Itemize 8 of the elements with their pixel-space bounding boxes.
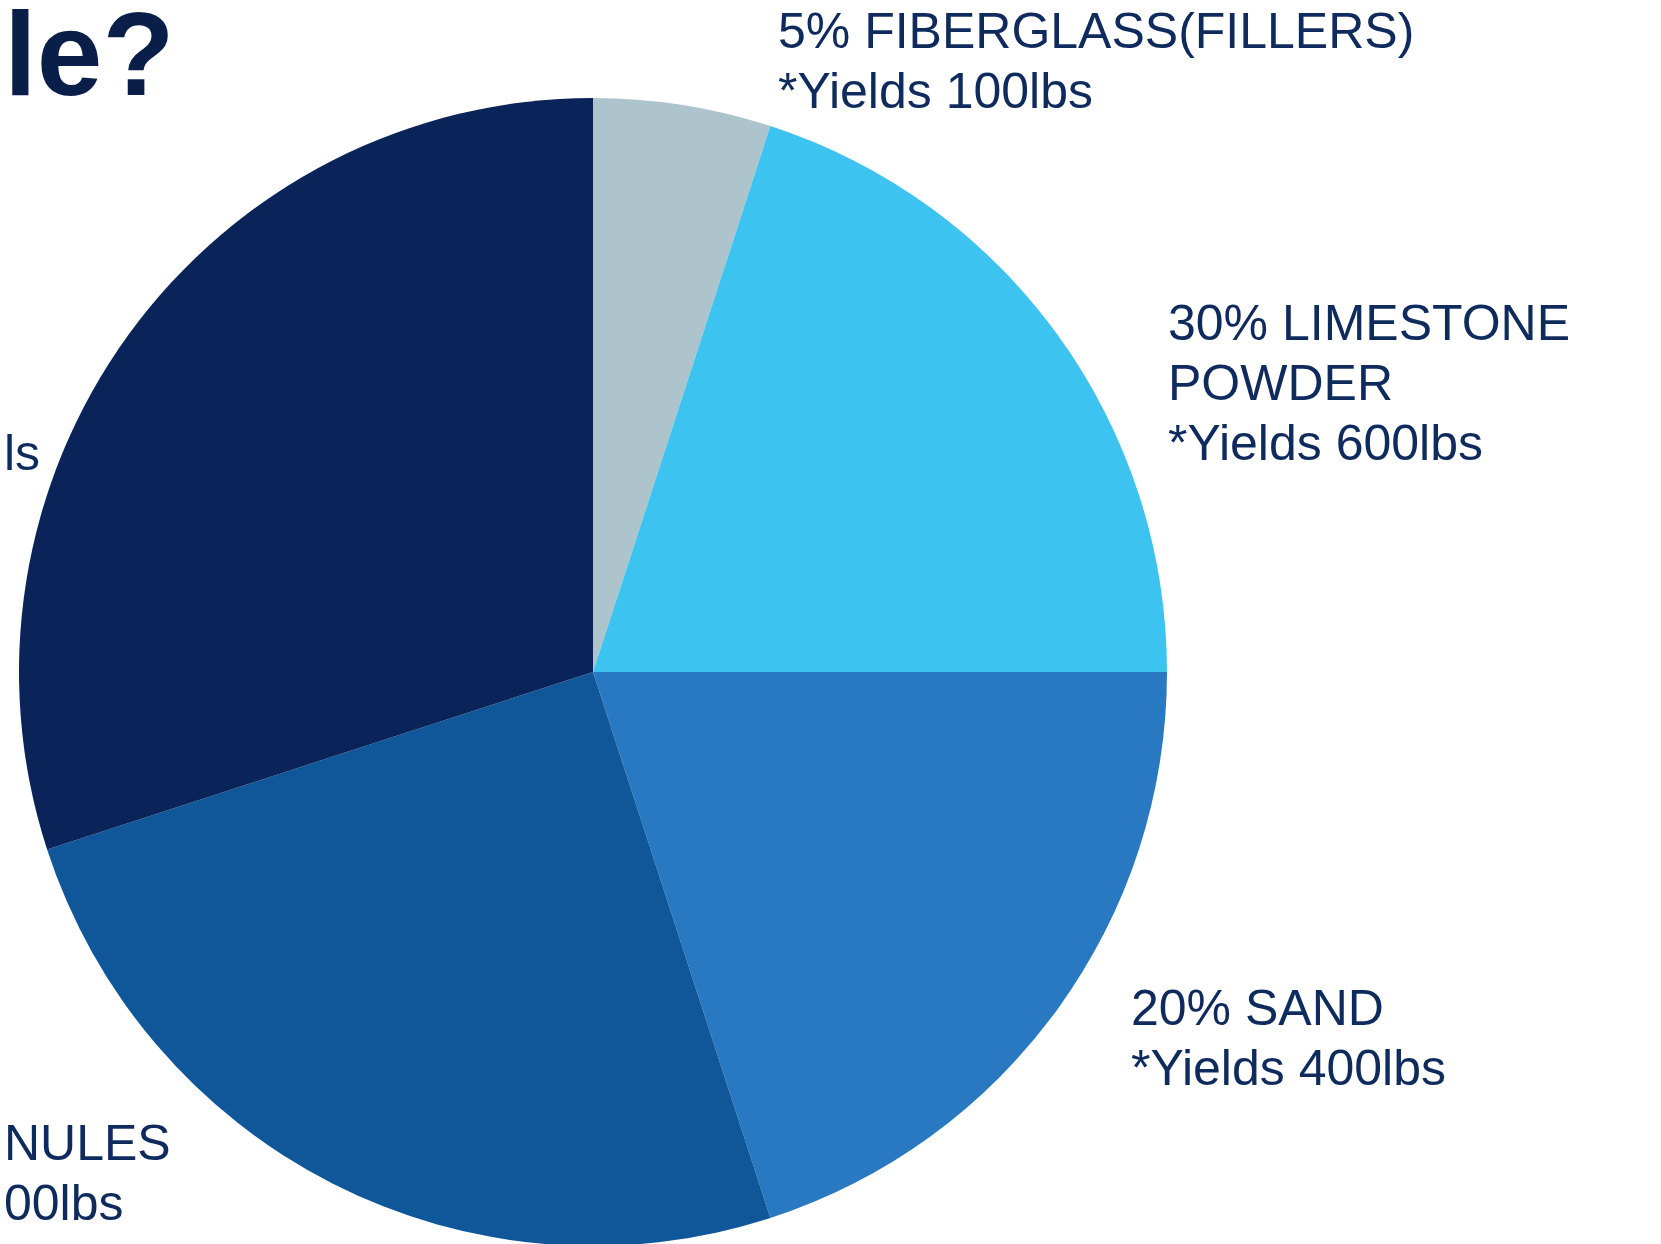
text: 5% FIBERGLASS(FILLERS) *Yields 100lbs: [778, 3, 1415, 119]
chart-title: le?: [4, 0, 175, 120]
pie-slice: [593, 98, 771, 672]
pie-slice: [593, 126, 1167, 672]
text: NULES 00lbs: [4, 1115, 171, 1231]
text: 20% SAND *Yields 400lbs: [1131, 980, 1447, 1096]
text: ls: [4, 425, 41, 481]
text: 30% LIMESTONE POWDER *Yields 600lbs: [1168, 295, 1571, 471]
